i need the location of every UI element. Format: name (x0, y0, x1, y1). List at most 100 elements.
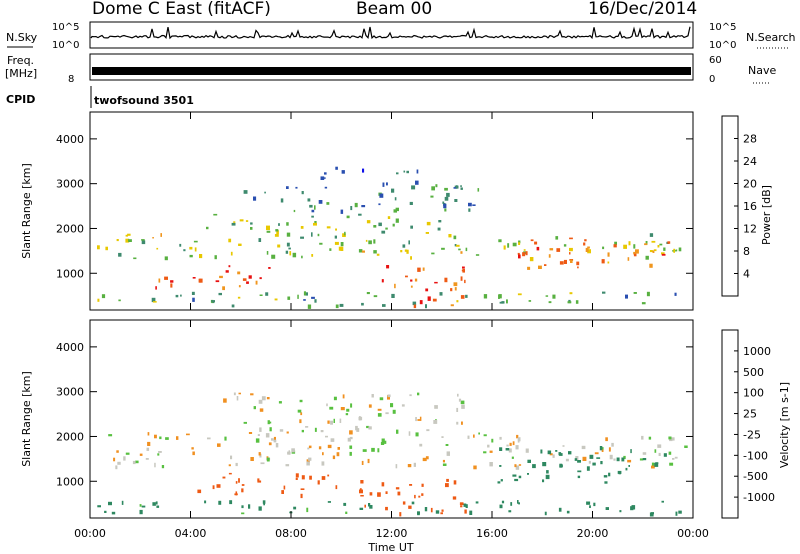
heatmap-cell (349, 451, 352, 456)
heatmap-cell (501, 500, 505, 504)
heatmap-cell (164, 256, 168, 261)
heatmap-cell (475, 254, 480, 256)
heatmap-cell (135, 460, 139, 464)
heatmap-cell (250, 393, 254, 396)
heatmap-cell (253, 406, 256, 410)
heatmap-cell (549, 248, 554, 251)
heatmap-cell (279, 429, 284, 432)
heatmap-cell (675, 249, 678, 252)
heatmap-cell (674, 456, 678, 459)
heatmap-cell (462, 268, 465, 273)
heatmap-cell (509, 442, 512, 446)
heatmap-cell (465, 247, 468, 252)
heatmap-cell (417, 392, 420, 396)
heatmap-cell (588, 460, 591, 464)
heatmap-cell (337, 447, 340, 450)
colorbar-tick-label: 28 (743, 133, 757, 146)
heatmap-cell (477, 188, 480, 192)
velocity-colorbar: -1000 -500 -100 -25 25 100 500 1000 (721, 329, 775, 519)
heatmap-cell (335, 304, 339, 309)
heatmap-cell (453, 187, 457, 189)
heatmap-cell (574, 458, 578, 461)
heatmap-cell (216, 484, 221, 488)
heatmap-cell (381, 482, 385, 487)
velocity-ylabel: Slant Range [km] (20, 371, 33, 467)
heatmap-cell (257, 478, 260, 482)
heatmap-cell (395, 218, 399, 223)
heatmap-cell (473, 465, 477, 470)
heatmap-cell (453, 480, 457, 485)
y-tick-label: 2000 (56, 430, 84, 443)
heatmap-cell (678, 247, 682, 252)
heatmap-cell (259, 294, 263, 296)
heatmap-cell (444, 196, 449, 201)
heatmap-cell (569, 247, 573, 252)
heatmap-cell (324, 172, 327, 175)
heatmap-cell (104, 510, 107, 513)
heatmap-cell (661, 252, 665, 255)
heatmap-cell (607, 261, 610, 264)
heatmap-cell (225, 270, 229, 273)
heatmap-cell (366, 220, 371, 224)
heatmap-cell (596, 457, 601, 459)
heatmap-cell (257, 480, 262, 483)
x-tick-label: 04:00 (175, 527, 207, 540)
heatmap-cell (305, 426, 309, 428)
heatmap-cell (299, 419, 302, 424)
heatmap-cell (204, 500, 207, 504)
heatmap-cell (473, 434, 475, 438)
heatmap-cell (255, 280, 258, 285)
heatmap-cell (613, 244, 617, 248)
heatmap-cell (343, 502, 347, 506)
heatmap-cell (385, 506, 388, 511)
heatmap-cell (527, 266, 531, 270)
heatmap-cell (368, 426, 372, 430)
heatmap-cell (419, 443, 423, 447)
heatmap-cell (645, 255, 649, 260)
heatmap-cell (231, 304, 235, 308)
heatmap-cell (601, 259, 605, 264)
heatmap-cell (346, 408, 350, 412)
heatmap-cell (630, 449, 632, 454)
heatmap-cell (266, 251, 269, 255)
heatmap-cell (645, 241, 648, 245)
heatmap-cell (165, 437, 169, 440)
heatmap-cell (570, 259, 573, 263)
heatmap-cell (301, 475, 305, 480)
heatmap-cell (465, 294, 468, 298)
heatmap-cell (445, 483, 449, 488)
heatmap-cell (293, 209, 296, 213)
freq-trace (92, 67, 691, 75)
heatmap-cell (460, 295, 465, 299)
heatmap-cell (262, 500, 266, 504)
heatmap-cell (633, 292, 637, 294)
heatmap-cell (266, 457, 270, 462)
heatmap-cell (648, 436, 652, 440)
colorbar-tick-label: 100 (743, 387, 764, 400)
heatmap-cell (211, 300, 215, 303)
heatmap-cell (141, 240, 146, 245)
heatmap-cell (445, 444, 449, 446)
heatmap-cell (373, 239, 376, 244)
heatmap-cell (318, 446, 322, 450)
heatmap-cell (418, 495, 421, 498)
heatmap-cell (446, 192, 450, 197)
heatmap-cell (350, 403, 353, 408)
heatmap-cell (250, 227, 253, 230)
heatmap-cell (483, 434, 487, 437)
heatmap-cell (387, 395, 390, 400)
heatmap-cell (377, 448, 380, 453)
heatmap-cell (623, 455, 626, 460)
heatmap-cell (330, 420, 333, 425)
heatmap-cell (441, 247, 445, 250)
heatmap-cell (422, 267, 425, 271)
heatmap-cell (415, 417, 417, 422)
colorbar-tick-label: -100 (743, 449, 768, 462)
heatmap-cell (335, 228, 337, 231)
heatmap-cell (237, 296, 241, 299)
heatmap-cell (432, 298, 437, 302)
heatmap-cell (151, 297, 156, 303)
heatmap-cell (339, 303, 344, 307)
heatmap-cell (609, 454, 613, 460)
colorbar-tick-label: 1000 (743, 345, 771, 358)
